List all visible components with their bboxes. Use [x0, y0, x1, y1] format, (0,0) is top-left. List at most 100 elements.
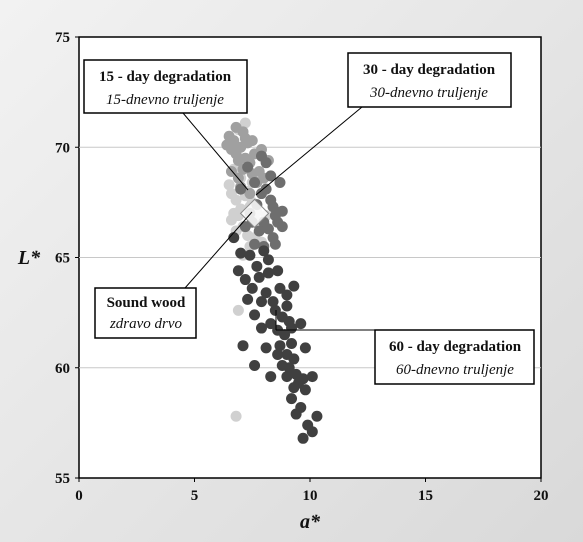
point-s3-23	[288, 382, 300, 394]
y-tick-label-0: 55	[55, 471, 70, 487]
point-s3-8	[269, 304, 281, 316]
annotation-sound-wood-subtitle: zdravo drvo	[109, 316, 183, 332]
centroid-diamond	[239, 198, 270, 229]
point-s2-10	[262, 223, 274, 235]
point-s3-28	[290, 408, 302, 420]
point-s3-43	[272, 349, 284, 361]
point-s3-41	[249, 309, 261, 321]
annotation-60-day-subtitle: 60-dnevno truljenje	[396, 362, 514, 378]
y-axis-label: L*	[17, 247, 41, 269]
point-s3-47	[265, 371, 277, 383]
tick-labels: 0 5 10 15 20 55 60 65 70 75	[55, 30, 549, 504]
point-s1-24	[246, 135, 258, 147]
x-tick-label-3: 15	[418, 488, 433, 504]
point-s3-35	[258, 245, 270, 257]
point-s3-50	[242, 293, 254, 305]
point-s2-19	[265, 170, 277, 182]
annotation-15-day: 15 - day degradation 15-dnevno truljenje	[83, 59, 249, 191]
point-s3-37	[272, 265, 284, 277]
point-s3-44	[260, 342, 272, 354]
point-s2-13	[267, 201, 279, 213]
point-s2-3	[260, 183, 272, 195]
point-s1-25	[232, 154, 244, 166]
point-s3-22	[281, 371, 293, 383]
point-s3-39	[281, 300, 293, 312]
y-tick-label-4: 75	[55, 30, 70, 46]
point-s3-25	[306, 371, 318, 383]
annotation-15-day-title: 15 - day degradation	[99, 69, 232, 85]
point-s0-22	[230, 410, 242, 422]
point-s2-24	[249, 238, 261, 250]
point-s3-34	[262, 254, 274, 266]
point-s3-4	[260, 287, 272, 299]
annotation-30-day: 30 - day degradation 30-dnevno truljenje	[255, 52, 512, 196]
point-s3-5	[267, 296, 279, 308]
centroid-marker	[239, 198, 270, 229]
point-s0-18	[225, 214, 237, 226]
point-s0-21	[232, 304, 244, 316]
point-s3-55	[299, 342, 311, 354]
point-s1-22	[237, 126, 249, 138]
point-s1-13	[221, 139, 233, 151]
x-tick-label-0: 0	[75, 488, 83, 504]
point-s3-18	[283, 362, 295, 374]
point-s3-16	[288, 353, 300, 365]
point-s0-26	[239, 117, 251, 129]
point-s0-3	[225, 188, 237, 200]
annotation-60-day: 60 - day degradation 60-dnevno truljenje	[275, 310, 535, 385]
point-s3-30	[311, 410, 323, 422]
point-s3-13	[286, 337, 298, 349]
point-s3-6	[274, 282, 286, 294]
point-s3-1	[239, 274, 251, 286]
point-s3-46	[249, 360, 261, 372]
y-tick-label-3: 70	[55, 140, 70, 156]
point-s3-42	[255, 322, 267, 334]
annotations: 15 - day degradation 15-dnevno truljenje…	[83, 52, 535, 385]
point-s3-24	[299, 384, 311, 396]
point-s1-20	[244, 188, 256, 200]
point-s2-9	[253, 225, 265, 237]
point-s3-38	[288, 280, 300, 292]
x-tick-label-2: 10	[303, 488, 318, 504]
point-s3-48	[295, 318, 307, 330]
point-s3-51	[255, 296, 267, 308]
point-s3-32	[297, 432, 309, 444]
annotation-30-day-title: 30 - day degradation	[363, 62, 496, 78]
point-s3-12	[279, 329, 291, 341]
x-axis-label: a*	[300, 511, 321, 533]
point-s2-1	[249, 177, 261, 189]
point-s3-33	[251, 260, 263, 272]
y-tick-label-1: 60	[55, 361, 70, 377]
point-s3-14	[274, 340, 286, 352]
point-s3-52	[262, 267, 274, 279]
y-tick-label-2: 65	[55, 251, 70, 267]
point-s0-11	[223, 179, 235, 191]
point-s2-22	[235, 183, 247, 195]
point-s2-17	[239, 221, 251, 233]
annotation-60-day-title: 60 - day degradation	[389, 339, 522, 355]
point-s2-23	[276, 221, 288, 233]
point-s3-2	[246, 282, 258, 294]
annotation-15-day-subtitle: 15-dnevno truljenje	[106, 92, 224, 108]
point-s3-45	[237, 340, 249, 352]
point-s2-14	[276, 205, 288, 217]
point-s3-31	[306, 426, 318, 438]
point-s3-36	[244, 249, 256, 261]
point-s3-54	[235, 247, 247, 259]
point-s3-53	[228, 232, 240, 244]
point-s3-49	[286, 322, 298, 334]
annotation-sound-wood: Sound wood zdravo drvo	[94, 211, 253, 339]
point-s3-26	[286, 393, 298, 405]
x-tick-label-4: 20	[534, 488, 549, 504]
x-tick-label-1: 5	[191, 488, 199, 504]
annotation-sound-wood-title: Sound wood	[107, 295, 186, 311]
point-s2-0	[242, 161, 254, 173]
point-s2-18	[274, 177, 286, 189]
point-s2-21	[255, 150, 267, 162]
point-s3-0	[232, 265, 244, 277]
annotation-30-day-subtitle: 30-dnevno truljenje	[369, 85, 488, 101]
point-s3-3	[253, 271, 265, 283]
point-s3-40	[265, 318, 277, 330]
point-s2-25	[269, 238, 281, 250]
